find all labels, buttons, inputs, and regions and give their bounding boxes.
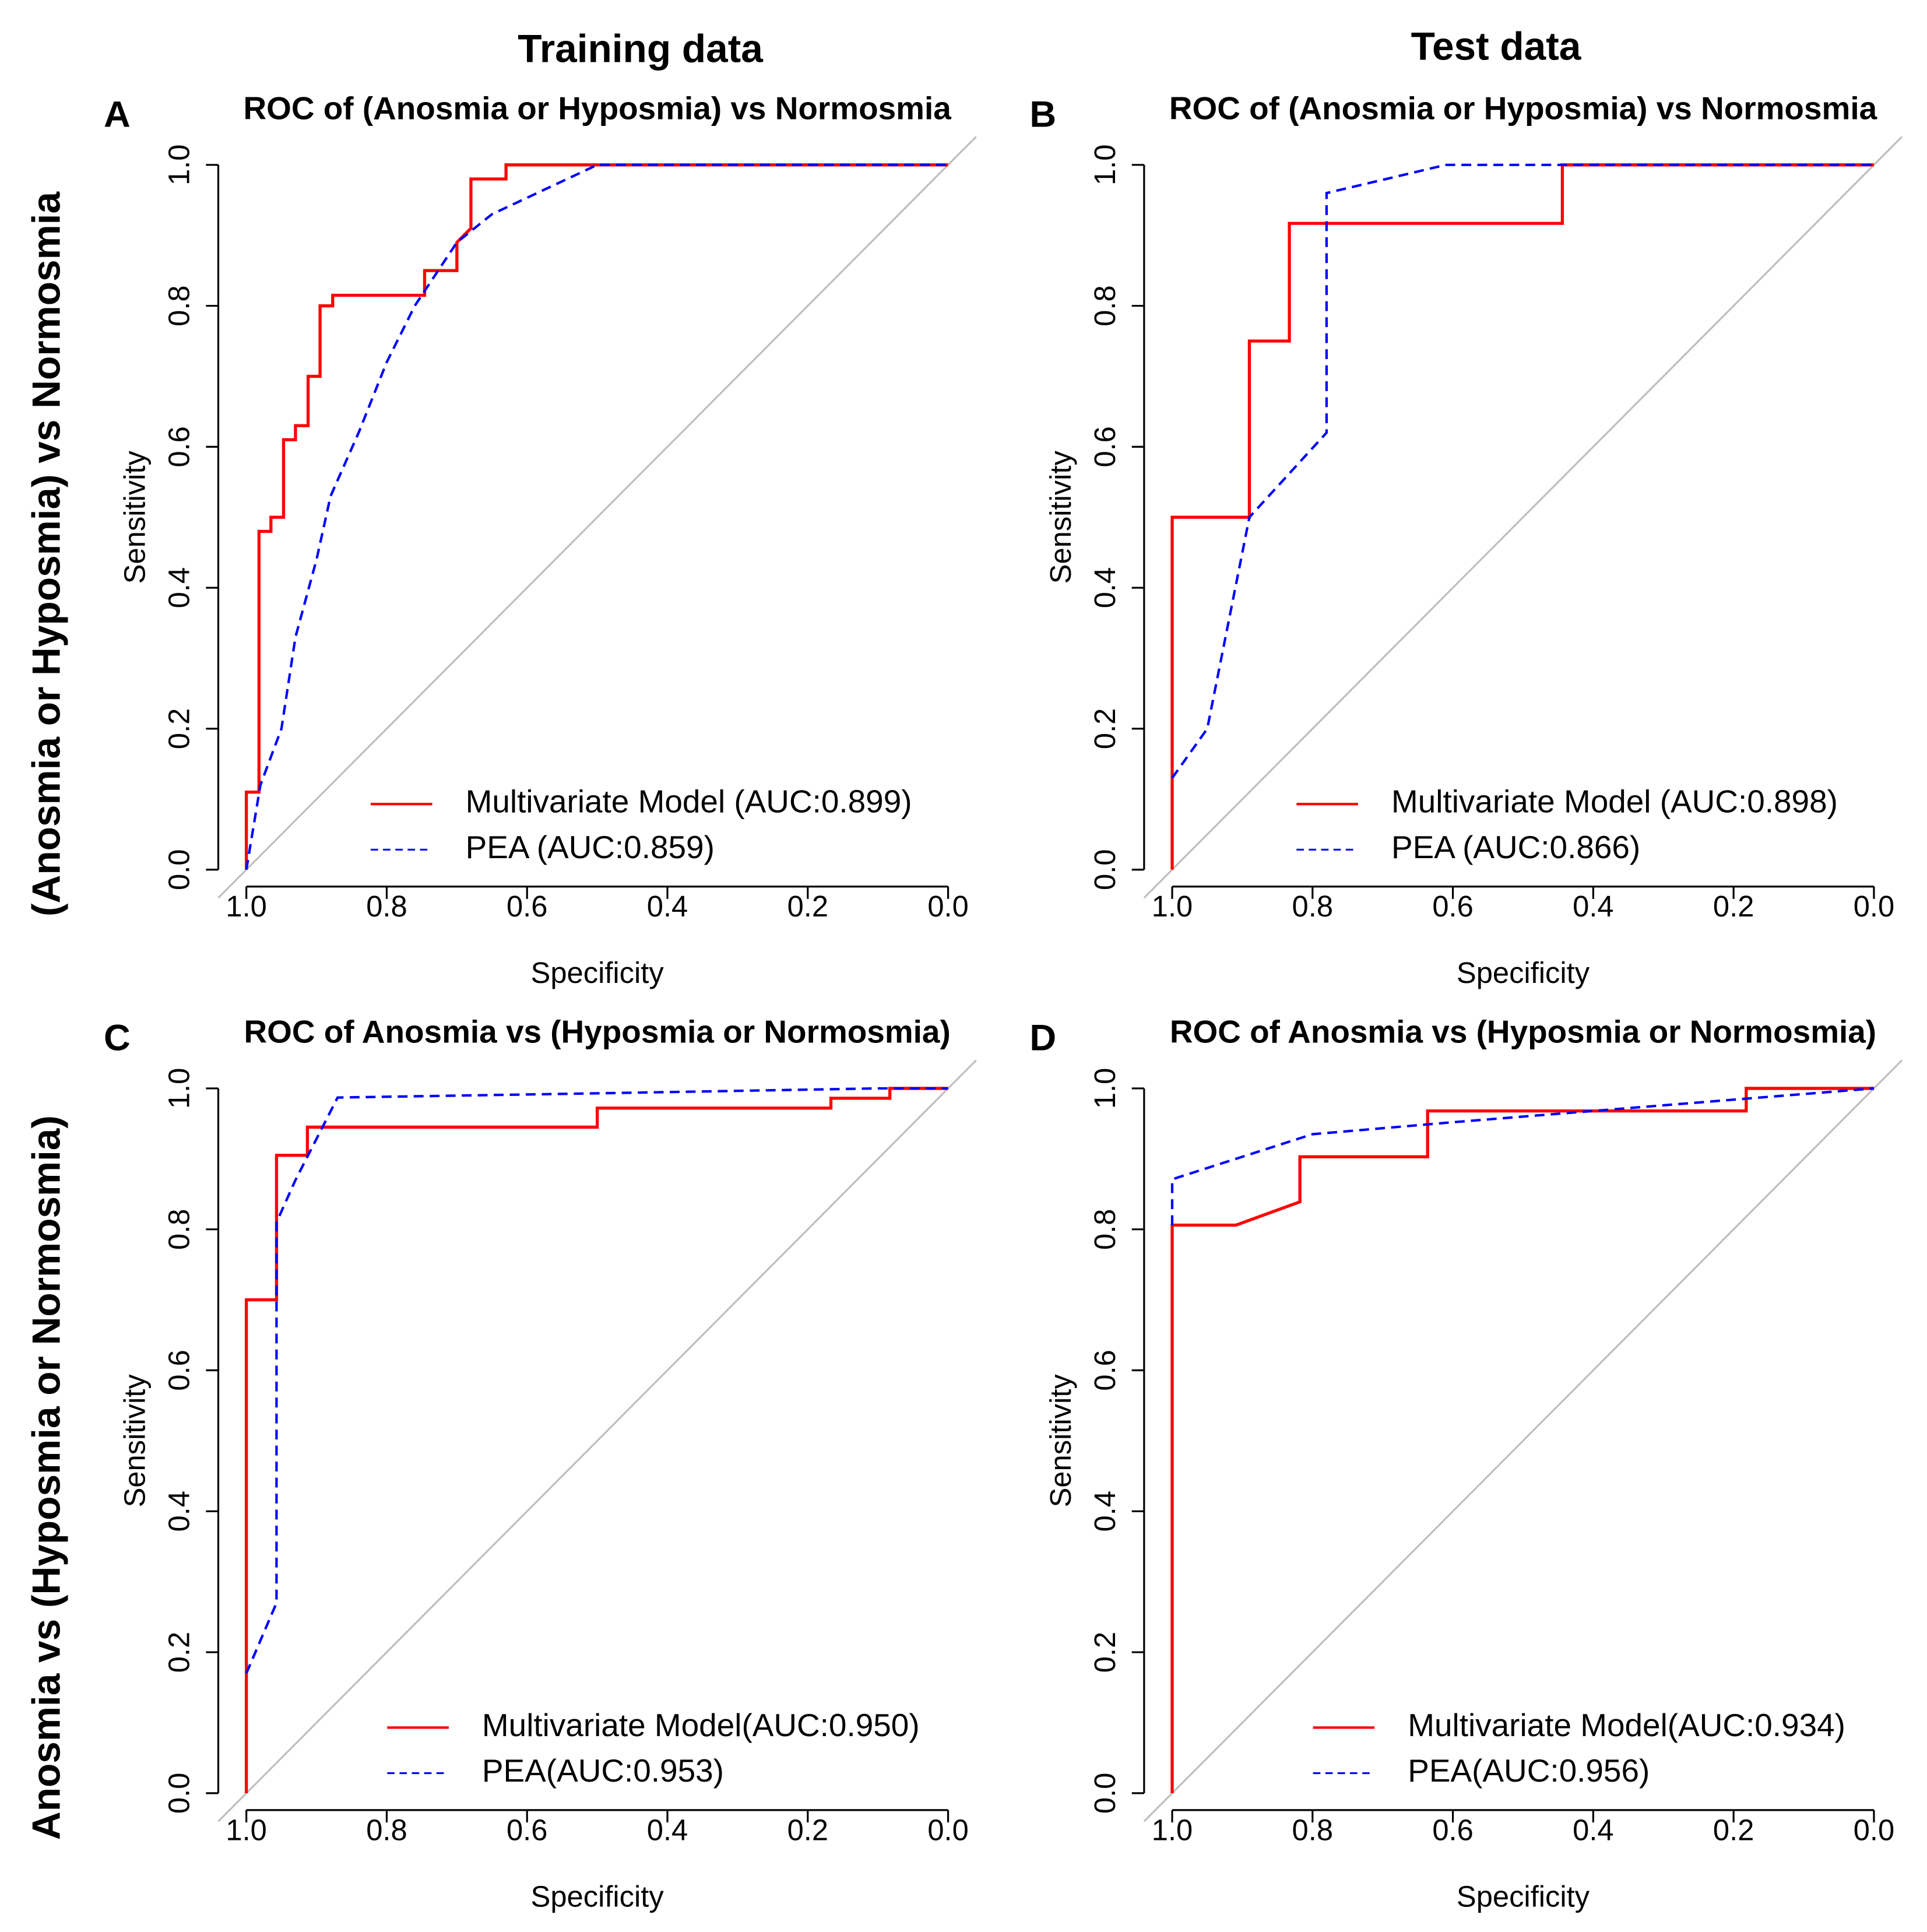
x-tick-label: 0.6 (507, 890, 547, 923)
roc-curve (245, 163, 948, 870)
y-tick-label: 0.4 (163, 1491, 196, 1531)
column-title: Training data (518, 27, 764, 71)
x-tick-label: 1.0 (226, 890, 266, 923)
y-tick-label: 0.6 (163, 426, 196, 467)
x-tick-label: 0.2 (787, 890, 828, 923)
y-tick-label: 0.0 (1088, 849, 1121, 890)
x-tick-label: 1.0 (1152, 1813, 1193, 1846)
chart-title: ROC of Anosmia vs (Hyposmia or Normosmia… (1170, 1014, 1876, 1050)
y-tick-label: 0.2 (163, 708, 196, 749)
y-tick-label: 0.6 (1088, 426, 1121, 467)
x-tick-label: 0.2 (1713, 890, 1754, 923)
x-axis-label: Specificity (1457, 1880, 1590, 1913)
y-axis-label: Sensitivity (1044, 1374, 1077, 1508)
row-title: Anosmia vs (Hyposmia or Normosmia) (25, 1115, 69, 1840)
y-tick-label: 0.4 (1088, 1491, 1121, 1531)
y-tick-label: 0.4 (163, 567, 196, 608)
legend-label: Multivariate Model(AUC:0.934) (1408, 1707, 1845, 1743)
roc-curve (245, 1087, 948, 1793)
x-axis-label: Specificity (531, 1880, 664, 1913)
legend-label: Multivariate Model (AUC:0.898) (1391, 784, 1838, 820)
y-tick-label: 0.6 (1088, 1350, 1121, 1390)
legend-label: PEA (AUC:0.859) (466, 829, 715, 865)
x-tick-label: 0.8 (366, 1813, 407, 1846)
y-tick-label: 1.0 (1088, 145, 1121, 185)
x-axis-label: Specificity (1457, 956, 1590, 989)
x-tick-label: 0.4 (647, 890, 688, 923)
y-axis-label: Sensitivity (118, 1374, 151, 1508)
x-tick-label: 0.0 (927, 1813, 968, 1846)
reference-line (1143, 136, 1903, 899)
roc-curve (245, 163, 948, 870)
x-tick-label: 0.4 (1573, 890, 1613, 923)
y-tick-label: 0.0 (163, 849, 196, 890)
y-tick-label: 0.2 (163, 1632, 196, 1673)
legend-label: PEA(AUC:0.953) (482, 1752, 724, 1789)
x-tick-label: 0.0 (927, 890, 968, 923)
y-tick-label: 0.8 (163, 1209, 196, 1249)
x-tick-label: 0.8 (1292, 890, 1333, 923)
y-tick-label: 0.8 (1088, 1209, 1121, 1249)
chart-title: ROC of (Anosmia or Hyposmia) vs Normosmi… (243, 90, 951, 127)
x-tick-label: 0.0 (1854, 890, 1894, 923)
x-tick-label: 0.6 (1432, 1813, 1473, 1846)
y-tick-label: 0.0 (163, 1773, 196, 1814)
x-tick-label: 0.6 (1432, 890, 1473, 923)
legend-label: PEA(AUC:0.956) (1408, 1752, 1650, 1789)
chart-title: ROC of (Anosmia or Hyposmia) vs Normosmi… (1169, 90, 1877, 127)
legend-label: PEA (AUC:0.866) (1391, 829, 1640, 865)
roc-curve (1171, 163, 1874, 779)
x-axis-label: Specificity (531, 956, 664, 989)
y-tick-label: 1.0 (1088, 1068, 1121, 1109)
y-axis-label: Sensitivity (118, 451, 151, 584)
y-tick-label: 0.2 (1088, 708, 1121, 749)
x-tick-label: 0.6 (507, 1813, 547, 1846)
panel-letter: C (104, 1018, 131, 1059)
legend-label: Multivariate Model(AUC:0.950) (482, 1707, 920, 1743)
panel-letter: B (1029, 94, 1056, 135)
x-tick-label: 0.4 (647, 1813, 688, 1846)
y-axis-label: Sensitivity (1044, 451, 1077, 584)
y-tick-label: 0.0 (1088, 1773, 1121, 1814)
reference-line (217, 136, 977, 899)
row-title: (Anosmia or Hyposmia) vs Normosmia (25, 191, 69, 916)
reference-line (217, 1059, 977, 1822)
reference-line (1143, 1059, 1903, 1822)
y-tick-label: 0.8 (163, 285, 196, 326)
roc-curve (1170, 1087, 1875, 1225)
x-tick-label: 1.0 (1152, 890, 1193, 923)
x-tick-label: 0.0 (1854, 1813, 1894, 1846)
column-title: Test data (1411, 24, 1582, 68)
roc-curve (245, 1087, 948, 1674)
panel-letter: D (1029, 1018, 1056, 1059)
x-tick-label: 1.0 (226, 1813, 266, 1846)
y-tick-label: 0.8 (1088, 285, 1121, 326)
y-tick-label: 0.4 (1088, 567, 1121, 608)
panel-letter: A (104, 94, 131, 135)
y-tick-label: 0.2 (1088, 1632, 1121, 1673)
roc-curve (1170, 163, 1874, 870)
x-tick-label: 0.2 (787, 1813, 828, 1846)
legend-label: Multivariate Model (AUC:0.899) (466, 784, 912, 820)
x-tick-label: 0.8 (366, 890, 407, 923)
y-tick-label: 0.6 (163, 1350, 196, 1390)
x-tick-label: 0.2 (1713, 1813, 1754, 1846)
x-tick-label: 0.8 (1292, 1813, 1333, 1846)
chart-title: ROC of Anosmia vs (Hyposmia or Normosmia… (244, 1014, 951, 1050)
x-tick-label: 0.4 (1573, 1813, 1613, 1846)
y-tick-label: 1.0 (163, 1068, 196, 1109)
y-tick-label: 1.0 (163, 145, 196, 185)
